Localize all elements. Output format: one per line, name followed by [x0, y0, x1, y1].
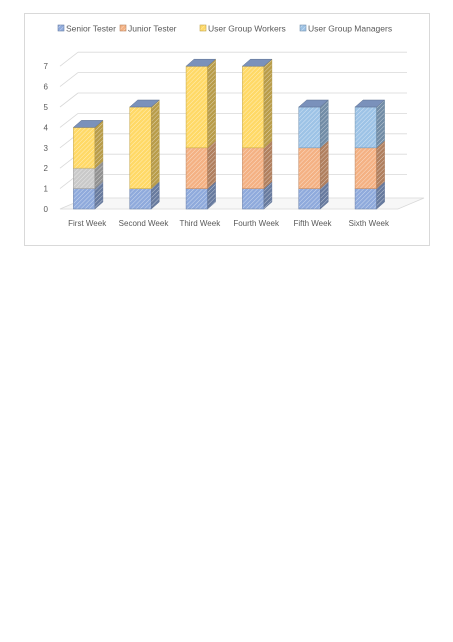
bar-segment — [298, 181, 329, 210]
bar-top — [129, 99, 160, 108]
legend-swatch — [199, 24, 207, 32]
bar-segment — [298, 99, 329, 149]
gridline-diag — [59, 72, 79, 87]
x-category-label: Fifth Week — [293, 219, 332, 228]
bar-front — [242, 65, 265, 149]
bar-segment — [354, 99, 386, 149]
bar-segment — [185, 140, 216, 190]
bar-front — [129, 188, 152, 210]
bar-side — [320, 99, 329, 149]
bar-front — [185, 188, 208, 210]
bar-top — [354, 99, 386, 108]
bar-side — [376, 99, 385, 149]
legend: Senior Tester Junior Tester User Group Wor… — [57, 24, 392, 34]
bar-segment — [354, 140, 385, 190]
bar-front — [242, 188, 265, 210]
bars — [72, 58, 386, 210]
bar-segment — [185, 58, 217, 149]
gridline-diag — [59, 92, 79, 108]
bar-segment — [354, 181, 385, 210]
bar-top — [298, 99, 329, 108]
y-tick-label: 6 — [44, 83, 49, 92]
bar-front — [354, 188, 377, 210]
bar-front — [298, 147, 321, 189]
legend-label: Junior Tester — [128, 24, 177, 34]
stacked-bar-chart: Senior Tester Junior Tester User Group Wor… — [44, 24, 425, 228]
legend-label: User Group Managers — [308, 24, 392, 34]
bar-front — [129, 106, 152, 189]
chart-frame: Senior Tester Junior Tester User Group Wor… — [24, 13, 430, 246]
bar-segment — [242, 140, 273, 190]
bar-front — [73, 188, 96, 210]
bar-side — [207, 58, 216, 149]
bar-front — [185, 147, 208, 189]
legend-item: Junior Tester — [119, 24, 177, 34]
bar-segment — [185, 181, 216, 210]
bar-side — [376, 140, 385, 190]
y-tick-label: 1 — [44, 185, 49, 194]
legend-swatch — [57, 24, 65, 32]
bar-side — [263, 58, 273, 149]
gridline-diag — [59, 113, 79, 128]
y-tick-label: 3 — [44, 144, 49, 153]
bar-front — [73, 167, 96, 189]
bar-top — [185, 58, 217, 67]
bar-front — [354, 106, 377, 149]
bar-segment — [298, 140, 329, 190]
bar-side — [320, 140, 329, 190]
x-category-label: Third Week — [179, 219, 221, 228]
y-tick-label: 2 — [44, 164, 49, 173]
bar-top — [72, 120, 104, 128]
y-tick-label: 4 — [44, 123, 49, 132]
gridline-diag — [59, 51, 79, 67]
y-tick-label: 0 — [44, 205, 49, 214]
bar-front — [298, 188, 321, 210]
bar-front — [354, 147, 377, 189]
bar-segment — [72, 119, 104, 169]
bar-segment — [73, 160, 104, 190]
x-axis: First Week Second Week Third Week Fourth We… — [68, 219, 390, 228]
legend-label: User Group Workers — [208, 24, 286, 34]
legend-item: User Group Workers — [199, 24, 286, 34]
bar-front — [298, 106, 321, 149]
x-category-label: Sixth Week — [349, 219, 390, 228]
legend-swatch — [299, 24, 307, 32]
y-tick-label: 5 — [44, 103, 49, 112]
bar-side — [207, 140, 216, 190]
legend-item: Senior Tester — [57, 24, 116, 34]
y-tick-label: 7 — [44, 62, 49, 71]
bar-front — [242, 147, 265, 189]
legend-label: Senior Tester — [66, 24, 116, 34]
legend-swatch — [119, 24, 127, 32]
legend-item: User Group Managers — [299, 24, 392, 34]
bar-front — [73, 127, 96, 169]
y-axis: 0 1 2 3 4 5 6 7 — [44, 62, 49, 214]
x-category-label: First Week — [68, 219, 107, 228]
x-category-label: Second Week — [119, 219, 170, 228]
bar-front — [185, 65, 208, 149]
bar-segment — [129, 99, 160, 190]
bar-segment — [241, 58, 273, 149]
bar-side — [151, 99, 160, 190]
bar-top — [241, 58, 273, 67]
x-category-label: Fourth Week — [233, 219, 280, 228]
bar-side — [94, 119, 104, 169]
bar-side — [263, 140, 273, 190]
